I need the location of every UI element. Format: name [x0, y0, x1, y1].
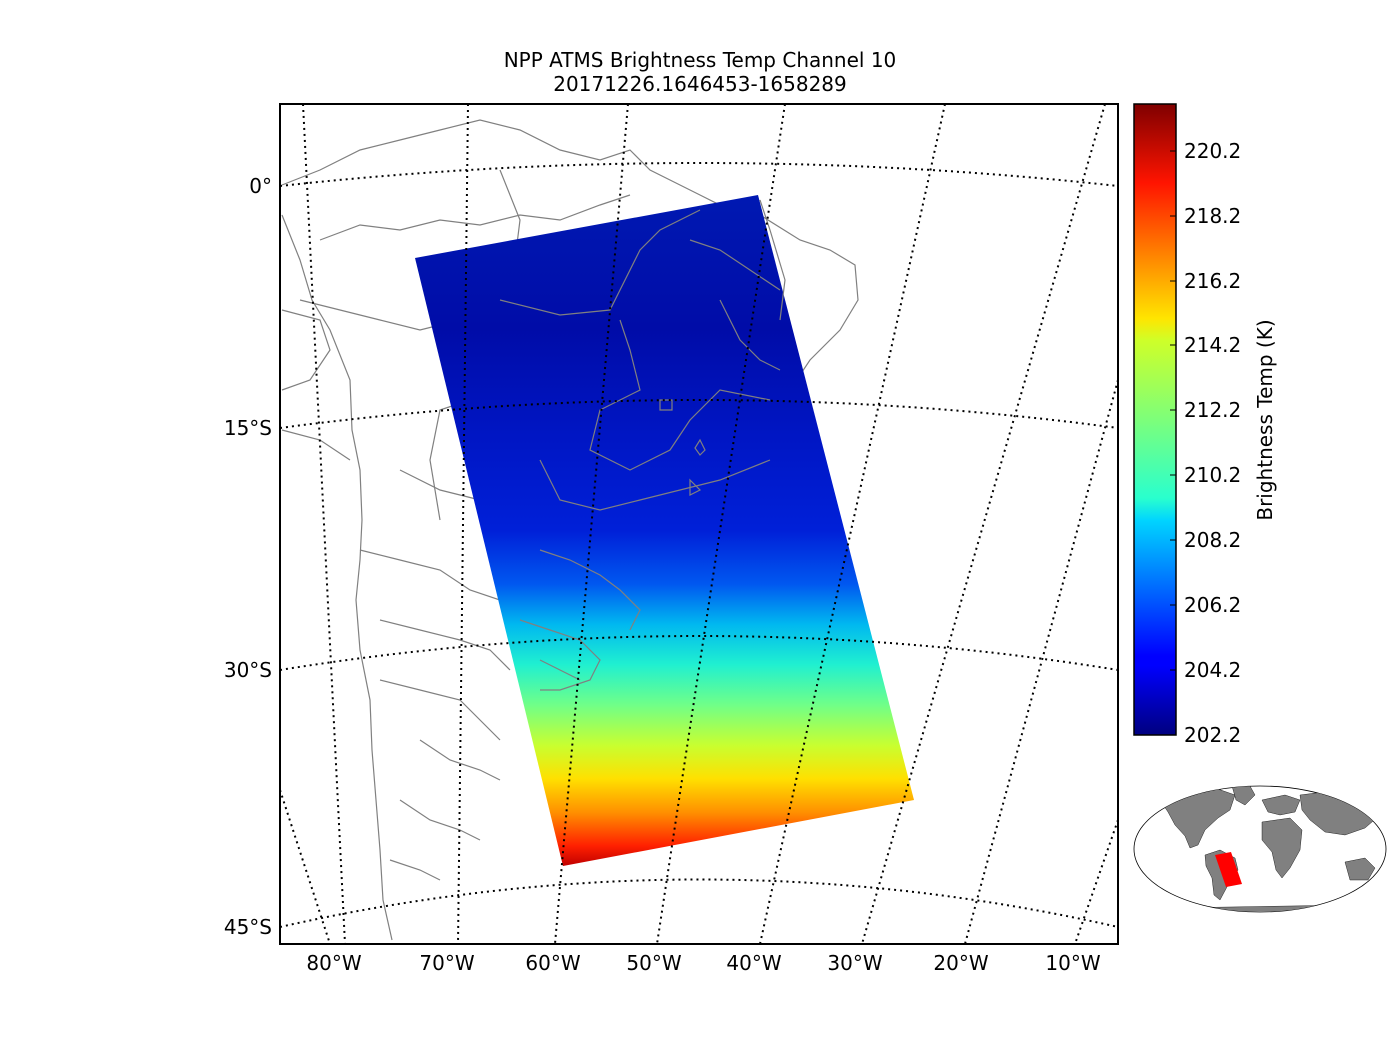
borders-over-swath: [499, 199, 786, 691]
lon-label: 50°W: [626, 951, 681, 975]
colorbar-tick-label: 208.2: [1184, 528, 1241, 552]
parallel-30s: [280, 635, 1118, 671]
lat-label: 15°S: [224, 416, 272, 440]
longitude-labels: 80°W 70°W 60°W 50°W 40°W 30°W 20°W 10°W: [306, 951, 1100, 975]
meridian-30w: [861, 104, 1106, 944]
colorbar-tick-label: 214.2: [1184, 333, 1241, 357]
map-panel: 0° 15°S 30°S 45°S 80°W 70°W 60°W 50°W 40…: [224, 103, 1119, 975]
meridian-60w: [554, 104, 629, 944]
colorbar-label: Brightness Temp (K): [1253, 319, 1277, 520]
meridian-70w: [457, 104, 469, 944]
parallel-15s: [280, 399, 1118, 429]
lat-label: 0°: [249, 174, 272, 198]
colorbar-tick-label: 210.2: [1184, 463, 1241, 487]
meridian-50w: [656, 104, 786, 944]
parallel-0: [280, 162, 1118, 187]
lon-label: 30°W: [827, 951, 882, 975]
plot-subtitle: 20171226.1646453-1658289: [553, 72, 847, 96]
lon-label: 70°W: [419, 951, 474, 975]
lon-label: 10°W: [1045, 951, 1100, 975]
meridian-20w: [964, 379, 1118, 944]
colorbar-ticks: [1170, 150, 1176, 736]
colorbar-gradient: [1133, 103, 1177, 736]
lon-label: 40°W: [726, 951, 781, 975]
colorbar-tick-label: 212.2: [1184, 398, 1241, 422]
colorbar-tick-label: 202.2: [1184, 723, 1241, 747]
lon-label: 80°W: [306, 951, 361, 975]
lat-label: 30°S: [224, 658, 272, 682]
plot-title: NPP ATMS Brightness Temp Channel 10: [503, 48, 897, 72]
colorbar-tick-label: 218.2: [1184, 204, 1241, 228]
lon-label: 60°W: [525, 951, 580, 975]
lon-label: 20°W: [933, 951, 988, 975]
inset-world-map: [1133, 785, 1387, 913]
colorbar-tick-label: 206.2: [1184, 593, 1241, 617]
graticule: [280, 104, 1118, 944]
meridian-80w: [302, 104, 346, 944]
inset-swath-footprint: [1215, 852, 1242, 887]
meridian-10w: [1074, 819, 1118, 944]
lat-label: 45°S: [224, 915, 272, 939]
colorbar-tick-label: 216.2: [1184, 269, 1241, 293]
map-frame: [279, 103, 1119, 945]
colorbar-tick-label: 204.2: [1184, 658, 1241, 682]
colorbar-tick-label: 220.2: [1184, 139, 1241, 163]
brightness-temp-swath: [415, 195, 914, 866]
latitude-labels: 0° 15°S 30°S 45°S: [224, 174, 272, 939]
colorbar: 220.2 218.2 216.2 214.2 212.2 210.2 208.…: [1133, 103, 1277, 747]
